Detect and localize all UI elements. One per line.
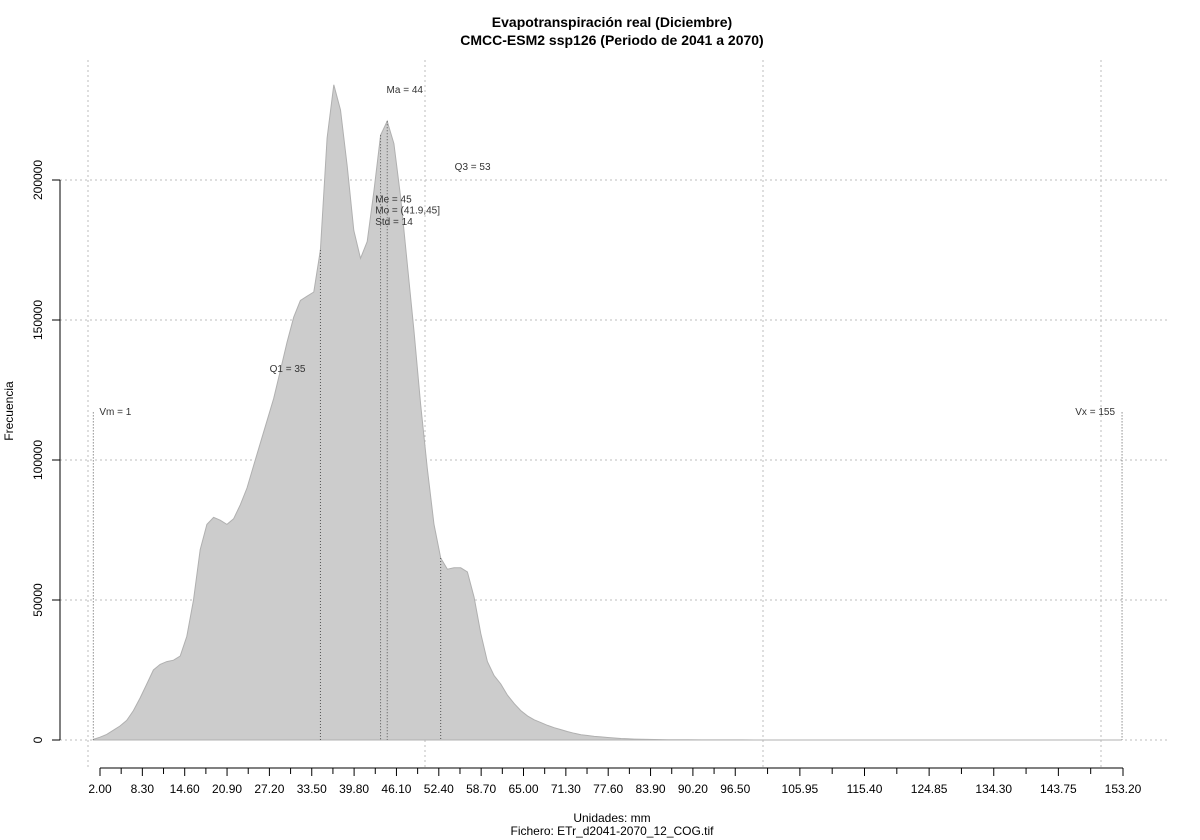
x-tick-label: 96.50 xyxy=(720,782,750,796)
chart-title: Evapotranspiración real (Diciembre) xyxy=(492,14,732,30)
y-tick-label: 200000 xyxy=(31,160,45,200)
x-tick-label: 83.90 xyxy=(636,782,666,796)
y-tick-label: 50000 xyxy=(31,583,45,617)
std-label: Std = 14 xyxy=(375,217,413,228)
x-tick-label: 20.90 xyxy=(212,782,242,796)
x-tick-label: 58.70 xyxy=(466,782,496,796)
me-label: Me = 45 xyxy=(375,194,412,205)
vx-label: Vx = 155 xyxy=(1075,407,1115,418)
x-tick-label: 33.50 xyxy=(297,782,327,796)
x-tick-label: 14.60 xyxy=(170,782,200,796)
x-tick-label: 8.30 xyxy=(131,782,155,796)
x-tick-label: 105.95 xyxy=(782,782,819,796)
y-tick-label: 0 xyxy=(31,736,45,743)
density-area xyxy=(92,84,1122,741)
y-tick-label: 150000 xyxy=(31,300,45,340)
x-tick-label: 27.20 xyxy=(254,782,284,796)
x-tick-label: 124.85 xyxy=(911,782,948,796)
x-tick-label: 39.80 xyxy=(339,782,369,796)
x-tick-label: 46.10 xyxy=(381,782,411,796)
q3-label: Q3 = 53 xyxy=(455,162,491,173)
x-tick-label: 2.00 xyxy=(88,782,112,796)
x-tick-label: 134.30 xyxy=(975,782,1012,796)
x-tick-label: 71.30 xyxy=(551,782,581,796)
x-tick-label: 65.00 xyxy=(508,782,538,796)
x-tick-label: 52.40 xyxy=(424,782,454,796)
mo-label: Mo = (41.9,45] xyxy=(375,206,440,217)
chart-subtitle: CMCC-ESM2 ssp126 (Periodo de 2041 a 2070… xyxy=(460,32,763,48)
axes-layer: 0 50000 100000 150000 200000 2.00 8.30 14.60 20.… xyxy=(31,160,1142,796)
x-tick-label: 143.75 xyxy=(1040,782,1077,796)
x-tick-label: 90.20 xyxy=(678,782,708,796)
y-axis-label: Frecuencia xyxy=(2,381,16,441)
file-label: Fichero: ETr_d2041-2070_12_COG.tif xyxy=(511,824,715,838)
x-tick-label: 115.40 xyxy=(847,782,883,796)
q1-label: Q1 = 35 xyxy=(270,364,306,375)
x-tick-label: 153.20 xyxy=(1105,782,1142,796)
x-tick-label: 77.60 xyxy=(593,782,623,796)
x-axis-label: Unidades: mm xyxy=(573,811,650,825)
ma-label: Ma = 44 xyxy=(387,85,424,96)
y-tick-label: 100000 xyxy=(31,440,45,480)
vm-label: Vm = 1 xyxy=(99,407,131,418)
